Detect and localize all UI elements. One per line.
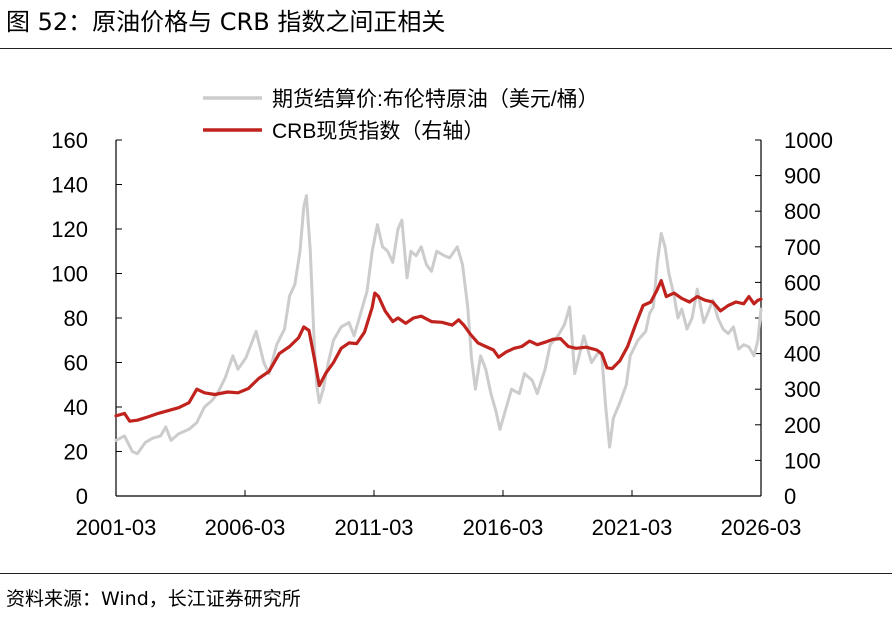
y-right-tick-label: 600 bbox=[784, 270, 821, 295]
x-tick-label: 2021-03 bbox=[592, 515, 673, 540]
y-right-tick-label: 700 bbox=[784, 235, 821, 260]
y-left-tick-label: 20 bbox=[64, 440, 88, 465]
y-right-tick-label: 900 bbox=[784, 164, 821, 189]
x-tick-label: 2011-03 bbox=[334, 515, 413, 540]
source-divider bbox=[0, 573, 892, 574]
axes: 0 20 40 60 80 100 120 140 160 0 100 200 300 400 500 600… bbox=[51, 128, 833, 540]
y-right-tick-label: 500 bbox=[784, 306, 821, 331]
y-right-tick-label: 800 bbox=[784, 199, 821, 224]
x-tick-label: 2001-03 bbox=[76, 515, 157, 540]
y-left-tick-label: 80 bbox=[64, 306, 88, 331]
y-left-tick-label: 60 bbox=[64, 351, 88, 376]
title-divider bbox=[0, 48, 892, 49]
y-left-tick-label: 140 bbox=[51, 173, 88, 198]
y-left-tick-label: 160 bbox=[51, 128, 88, 153]
y-right-tick-label: 400 bbox=[784, 342, 821, 367]
y-left-tick-label: 120 bbox=[51, 217, 88, 242]
y-left-tick-label: 100 bbox=[51, 262, 88, 287]
oil-price-line bbox=[114, 194, 763, 456]
source-note: 资料来源：Wind，长江证券研究所 bbox=[6, 588, 301, 610]
series-lines bbox=[114, 194, 763, 456]
figure-title: 图 52：原油价格与 CRB 指数之间正相关 bbox=[6, 8, 446, 36]
y-right-tick-label: 1000 bbox=[784, 128, 833, 153]
y-left-tick-label: 40 bbox=[64, 395, 88, 420]
x-tick-label: 2016-03 bbox=[463, 515, 544, 540]
y-right-tick-label: 300 bbox=[784, 377, 821, 402]
x-tick-label: 2026-03 bbox=[721, 515, 802, 540]
legend-label-oil: 期货结算价:布伦特原油（美元/桶） bbox=[272, 88, 599, 111]
legend-label-crb: CRB现货指数（右轴） bbox=[272, 120, 484, 143]
y-left-tick-label: 0 bbox=[76, 484, 88, 509]
y-right-tick-label: 100 bbox=[784, 448, 821, 473]
y-right-tick-label: 0 bbox=[784, 484, 796, 509]
y-right-tick-label: 200 bbox=[784, 413, 821, 438]
x-tick-label: 2006-03 bbox=[205, 515, 286, 540]
crb-index-line bbox=[114, 279, 763, 423]
legend: 期货结算价:布伦特原油（美元/桶） CRB现货指数（右轴） bbox=[203, 88, 599, 143]
